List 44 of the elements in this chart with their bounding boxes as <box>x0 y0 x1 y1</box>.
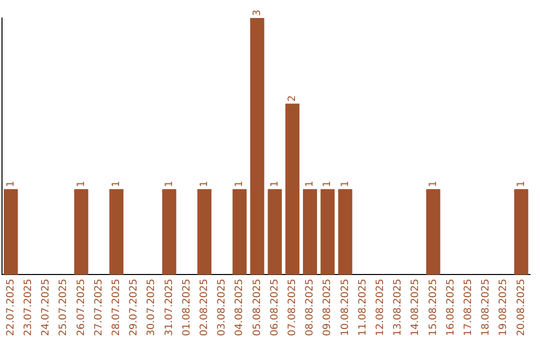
x-tick-label: 11.08.2025 <box>357 278 368 336</box>
x-tick-label: 06.08.2025 <box>269 278 280 336</box>
x-tick-label: 01.08.2025 <box>181 278 192 336</box>
x-tick-label: 12.08.2025 <box>374 278 386 336</box>
x-tick-label: 28.07.2025 <box>110 278 122 336</box>
x-tick-label: 03.08.2025 <box>216 278 228 336</box>
x-tick-label: 22.07.2025 <box>5 278 16 336</box>
x-tick-label: 07.08.2025 <box>286 278 298 336</box>
data-label: 1 <box>428 180 439 188</box>
x-tick-label: 14.08.2025 <box>410 278 422 336</box>
x-tick-label: 09.08.2025 <box>322 278 334 336</box>
x-tick-label: 10.08.2025 <box>340 278 351 336</box>
data-label: 1 <box>269 180 280 188</box>
data-label: 1 <box>164 180 175 188</box>
x-tick-label: 19.08.2025 <box>498 278 510 336</box>
x-tick-label: 23.07.2025 <box>22 278 34 336</box>
data-label: 1 <box>76 180 87 188</box>
x-tick-label: 26.07.2025 <box>76 278 87 336</box>
x-tick-label: 13.08.2025 <box>392 278 404 336</box>
x-tick-label: 05.08.2025 <box>252 278 263 336</box>
data-label: 1 <box>516 180 527 188</box>
data-label: 1 <box>340 180 351 188</box>
x-tick-label: 02.08.2025 <box>198 278 210 336</box>
data-label: 3 <box>252 10 263 16</box>
data-label: 1 <box>322 180 334 188</box>
x-tick-label: 30.07.2025 <box>146 278 158 336</box>
x-tick-label: 20.08.2025 <box>516 278 527 336</box>
data-label: 2 <box>286 95 298 102</box>
x-tick-label: 29.07.2025 <box>128 278 140 336</box>
x-tick-label: 15.08.2025 <box>428 278 439 336</box>
x-tick-label: 24.07.2025 <box>40 278 52 336</box>
data-label: 1 <box>5 180 16 188</box>
x-tick-label: 25.07.2025 <box>58 278 70 336</box>
x-tick-label: 27.07.2025 <box>93 278 104 336</box>
x-tick-label: 08.08.2025 <box>304 278 316 336</box>
x-tick-label: 04.08.2025 <box>234 278 246 336</box>
x-tick-label: 17.08.2025 <box>462 278 474 336</box>
x-tick-label: 18.08.2025 <box>480 278 492 336</box>
x-tick-label: 16.08.2025 <box>445 278 456 336</box>
data-label: 1 <box>110 180 122 188</box>
x-tick-label: 31.07.2025 <box>164 278 175 336</box>
data-label: 1 <box>198 180 210 188</box>
data-label: 1 <box>234 180 246 188</box>
data-label: 1 <box>304 180 316 188</box>
